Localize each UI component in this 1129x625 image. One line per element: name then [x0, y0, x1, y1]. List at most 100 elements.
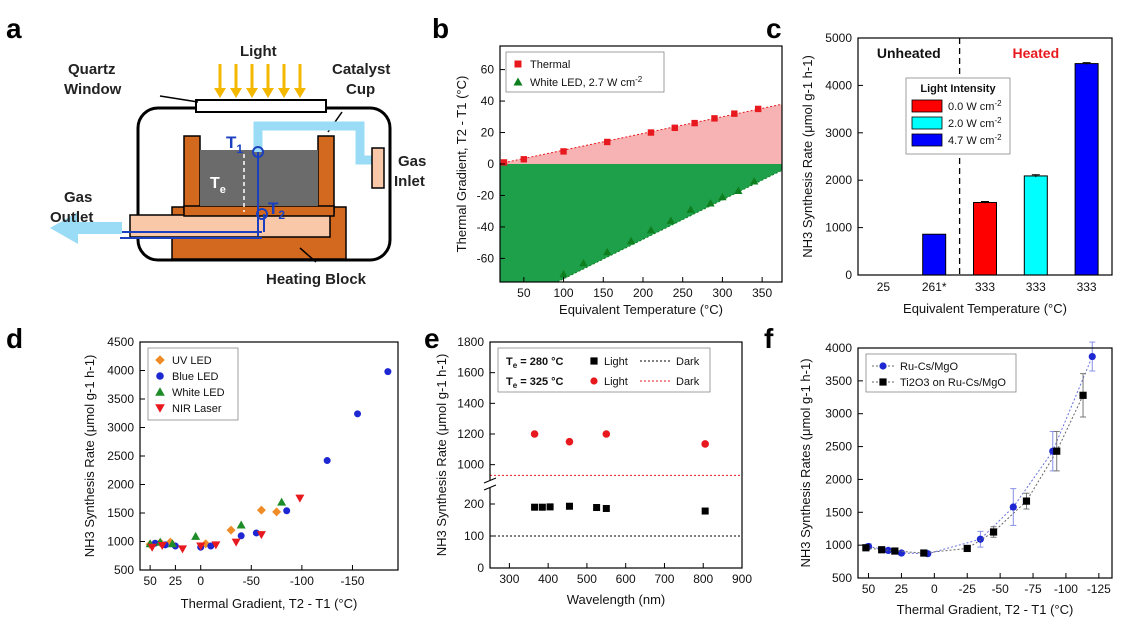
- y-tick-label: 3500: [107, 392, 134, 406]
- legend-marker: [156, 372, 164, 380]
- plot-e: 300 400 500 600 700 800 9001000120014001600180…: [434, 335, 752, 607]
- light-280-point: [593, 504, 601, 512]
- light-arrow-icon: [278, 64, 290, 98]
- axis-break-mark: [483, 484, 497, 491]
- white-led-point: [626, 236, 636, 245]
- ti2o3-point: [1053, 447, 1061, 455]
- legend-entry-label: 2.0 W cm-2: [948, 116, 1002, 130]
- bar: [1074, 63, 1099, 276]
- light-arrow-icon: [294, 64, 306, 98]
- panel-letter-e: e: [424, 323, 440, 354]
- point-triangle-down: [256, 531, 266, 540]
- x-tick-label: 200: [633, 286, 653, 300]
- y-tick-label: 1000: [107, 535, 134, 549]
- heating-block-channel: [129, 214, 331, 238]
- bar: [1023, 175, 1048, 276]
- legend-label: NIR Laser: [172, 403, 222, 415]
- ru-cs-point: [884, 546, 892, 555]
- y-tick-label: 2000: [107, 478, 134, 492]
- gas-inlet-port: [371, 147, 385, 189]
- cup-label-2: Cup: [346, 81, 375, 98]
- point-diamond: [226, 525, 236, 535]
- light-arrow-icon: [246, 64, 258, 98]
- y-tick-label: 1400: [457, 396, 484, 410]
- light-280-point: [546, 503, 554, 511]
- panel-letter-b: b: [432, 13, 449, 44]
- point-circle: [323, 457, 331, 465]
- y-tick-label: -20: [477, 188, 495, 202]
- white-led-area: [500, 164, 782, 282]
- x-tick-label: 25: [895, 582, 909, 596]
- t2-sensor-icon: [256, 208, 268, 220]
- y-tick-label: 4000: [825, 78, 852, 92]
- x-tick-label: 333: [1077, 280, 1097, 294]
- white-led-point: [666, 216, 675, 224]
- panel-letter-f: f: [764, 323, 774, 354]
- y-axis-title: Thermal Gradient, T2 - T1 (°C): [454, 76, 469, 253]
- legend-swatch: [911, 116, 943, 130]
- thermal-point: [754, 105, 762, 113]
- ti2o3-point: [878, 546, 886, 554]
- ti2o3-point: [920, 549, 928, 557]
- x-tick-label: -100: [1054, 582, 1078, 596]
- panel-b: b 50 100 150 200 250 300 350 -60 -40 -20 0 20 40 60 Eq…: [432, 13, 783, 317]
- thermal-point: [604, 138, 611, 146]
- cup-right-wall: [317, 135, 335, 213]
- panel-c: c 25 261* 333 333 333 Unheated Heated 0 1000 2000…: [766, 13, 1113, 316]
- legend-thermal-label: Thermal: [530, 59, 570, 71]
- x-axis-title: Wavelength (nm): [567, 592, 666, 607]
- white-led-point: [646, 225, 656, 234]
- point-circle: [237, 532, 245, 540]
- ru-cs-point: [976, 535, 984, 543]
- y-axis-title: NH3 Synthesis Rates (μmol g-1 h-1): [798, 358, 813, 567]
- legend-box: [505, 51, 665, 93]
- x-tick-label: 25: [169, 574, 183, 588]
- x-tick-label: 333: [1026, 280, 1046, 294]
- unheated-label: Unheated: [877, 45, 941, 61]
- x-tick-label: -50: [991, 582, 1009, 596]
- light-325-point: [602, 430, 611, 438]
- y-tick-label: 1500: [107, 506, 134, 520]
- legend-marker: [155, 404, 165, 413]
- x-tick-label: -75: [1024, 582, 1042, 596]
- light-arrows: [214, 64, 306, 98]
- y-tick-label: 4000: [107, 364, 134, 378]
- light-arrow-icon: [262, 64, 274, 98]
- point-triangle: [167, 539, 177, 548]
- ru-cs-point: [897, 549, 906, 557]
- light-325-point: [530, 430, 539, 438]
- axis-break-mark: [483, 477, 497, 484]
- point-circle: [207, 542, 215, 550]
- x-tick-label: 600: [616, 572, 636, 586]
- legend-dark-label: Dark: [676, 356, 700, 368]
- y-tick-label: 1800: [457, 335, 484, 349]
- point-triangle: [277, 497, 287, 506]
- legend-label: Ti2O3 on Ru-Cs/MgO: [900, 377, 1006, 389]
- panel-e: e 300 400 500 600 700 800 90010001200140016001…: [424, 323, 752, 607]
- x-tick-label: 150: [593, 286, 613, 300]
- legend-entry-sup: -2: [994, 133, 1002, 142]
- y-tick-label: 0: [477, 561, 484, 575]
- legend-t-rest: = 325 °C: [517, 376, 563, 388]
- legend-light-label: Light: [604, 356, 628, 368]
- y-tick-label: 2500: [825, 440, 852, 454]
- x-tick-label: -125: [1087, 582, 1111, 596]
- y-tick-label: 5000: [825, 31, 852, 45]
- light-325-point: [565, 437, 574, 446]
- light-325-point: [701, 440, 709, 448]
- thermal-point: [711, 115, 718, 122]
- point-triangle-down: [295, 494, 305, 503]
- t1-sensor-icon: [252, 146, 264, 158]
- gas-inlet-label-2: Inlet: [394, 173, 425, 190]
- y-tick-label: 100: [464, 529, 484, 543]
- x-tick-label: -50: [243, 574, 261, 588]
- y-tick-label: 500: [832, 571, 852, 585]
- y-tick-label: 4000: [825, 341, 852, 355]
- x-tick-label: 50: [143, 574, 157, 588]
- y-tick-label: 40: [481, 94, 495, 108]
- y-tick-label: 3000: [825, 126, 852, 140]
- legend-title: Light Intensity: [920, 83, 996, 95]
- legend-t-text: T: [506, 356, 513, 368]
- light-280-point: [701, 507, 709, 515]
- point-triangle-down: [196, 542, 206, 551]
